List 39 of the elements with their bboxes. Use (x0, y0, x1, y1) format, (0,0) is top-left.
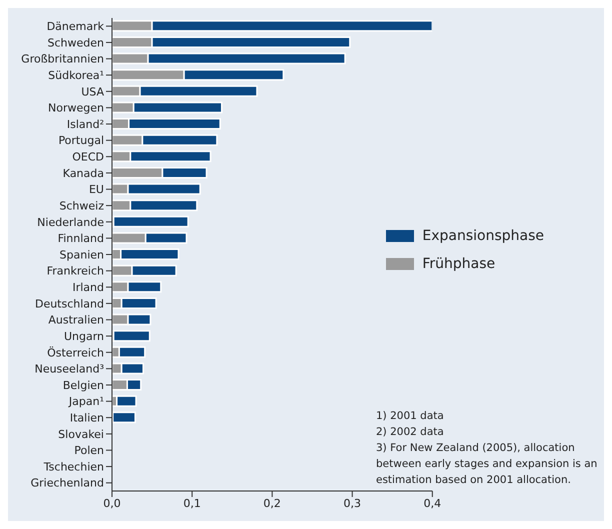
y-tick-label: Südkorea¹ (48, 68, 104, 82)
legend-label: Expansionsphase (422, 228, 544, 244)
y-tick-label: Frankreich (46, 264, 104, 278)
y-tick-label: Schweiz (59, 199, 104, 212)
x-tick-label: 0,1 (183, 496, 201, 510)
annotation: 3) For New Zealand (2005), allocation between early stages and expansion is an estimation based on 2001 allocation. (376, 441, 598, 488)
y-tick-label: EU (88, 183, 104, 196)
x-tick-label: 0,2 (263, 496, 281, 510)
y-tick-label: Tschechien (42, 460, 104, 474)
y-tick-label: Kanada (62, 166, 104, 180)
y-tick-label: Deutschland (34, 297, 104, 310)
y-tick-label: Österreich (47, 345, 104, 360)
legend-label: Frühphase (422, 256, 496, 272)
y-tick-label: Japan¹ (68, 395, 104, 408)
y-tick-label: OECD (72, 150, 104, 164)
y-tick-label: Dänemark (46, 20, 105, 34)
y-tick-label: Slovakei (58, 428, 104, 441)
y-tick-label: Ungarn (64, 330, 104, 343)
y-tick-label: Schweden (48, 36, 104, 50)
y-tick-label: Italien (70, 412, 104, 425)
x-tick-label: 0,4 (424, 496, 442, 510)
y-tick-label: Australien (48, 314, 104, 327)
y-tick-label: Norwegen (48, 102, 104, 115)
y-tick-label: Polen (74, 444, 104, 458)
y-tick-label: Irland (72, 281, 104, 294)
y-tick-label: Griechenland (30, 476, 104, 490)
y-tick-label: Portugal (58, 134, 104, 148)
annotation: 1) 2001 data (376, 409, 445, 424)
annotation: 2) 2002 data (376, 425, 445, 440)
y-tick-label: Großbritannien (21, 52, 104, 66)
y-tick-label: USA (81, 85, 104, 98)
x-tick-label: 0,3 (344, 496, 362, 510)
y-tick-label: Niederlande (37, 216, 104, 229)
y-tick-label: Belgien (62, 378, 104, 392)
x-tick-label: 0,0 (103, 496, 121, 510)
y-tick-label: Island² (66, 118, 104, 131)
y-tick-label: Spanien (60, 248, 104, 262)
y-tick-label: Neuseeland³ (34, 362, 104, 376)
y-tick-label: Finnland (58, 232, 104, 246)
